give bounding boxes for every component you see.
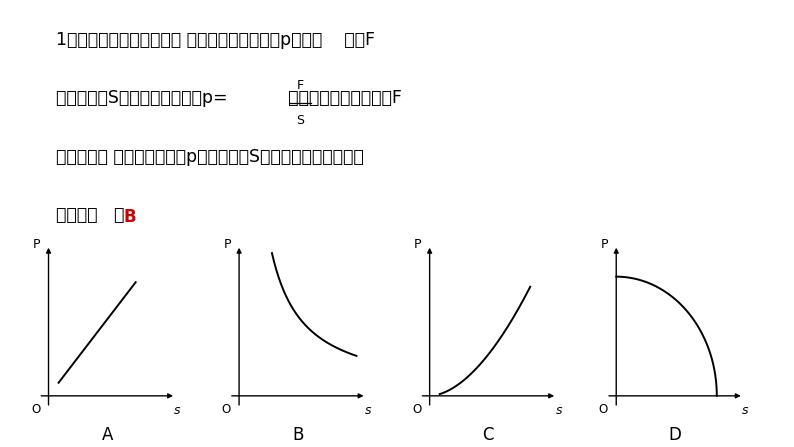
Text: D: D — [669, 426, 681, 443]
Text: B: B — [123, 208, 136, 226]
Text: 1、物理学知识告诉我们， 一个物体受到的压强p与所受    压力F: 1、物理学知识告诉我们， 一个物体受到的压强p与所受 压力F — [56, 31, 375, 49]
Text: s: s — [742, 405, 749, 417]
Text: P: P — [601, 238, 608, 251]
Text: O: O — [222, 403, 231, 416]
Text: B: B — [292, 426, 303, 443]
Text: 为定値时， 该物体所受压强p与受力面积S之间的关系用图象表示: 为定値时， 该物体所受压强p与受力面积S之间的关系用图象表示 — [56, 148, 364, 165]
Text: F: F — [297, 79, 303, 92]
Text: A: A — [102, 426, 113, 443]
Text: s: s — [175, 405, 181, 417]
Text: O: O — [599, 403, 608, 416]
Text: O: O — [31, 403, 40, 416]
Text: 及受力面积S之间的计算公式为p=           ．当一个物体所受压力F: 及受力面积S之间的计算公式为p= ．当一个物体所受压力F — [56, 89, 402, 107]
Text: s: s — [365, 405, 372, 417]
Text: 大致为（   ）: 大致为（ ） — [56, 206, 124, 224]
Text: P: P — [224, 238, 231, 251]
Text: P: P — [414, 238, 422, 251]
Text: C: C — [483, 426, 494, 443]
Text: s: s — [556, 405, 562, 417]
Text: O: O — [412, 403, 422, 416]
Text: P: P — [33, 238, 40, 251]
Text: S: S — [296, 114, 304, 127]
